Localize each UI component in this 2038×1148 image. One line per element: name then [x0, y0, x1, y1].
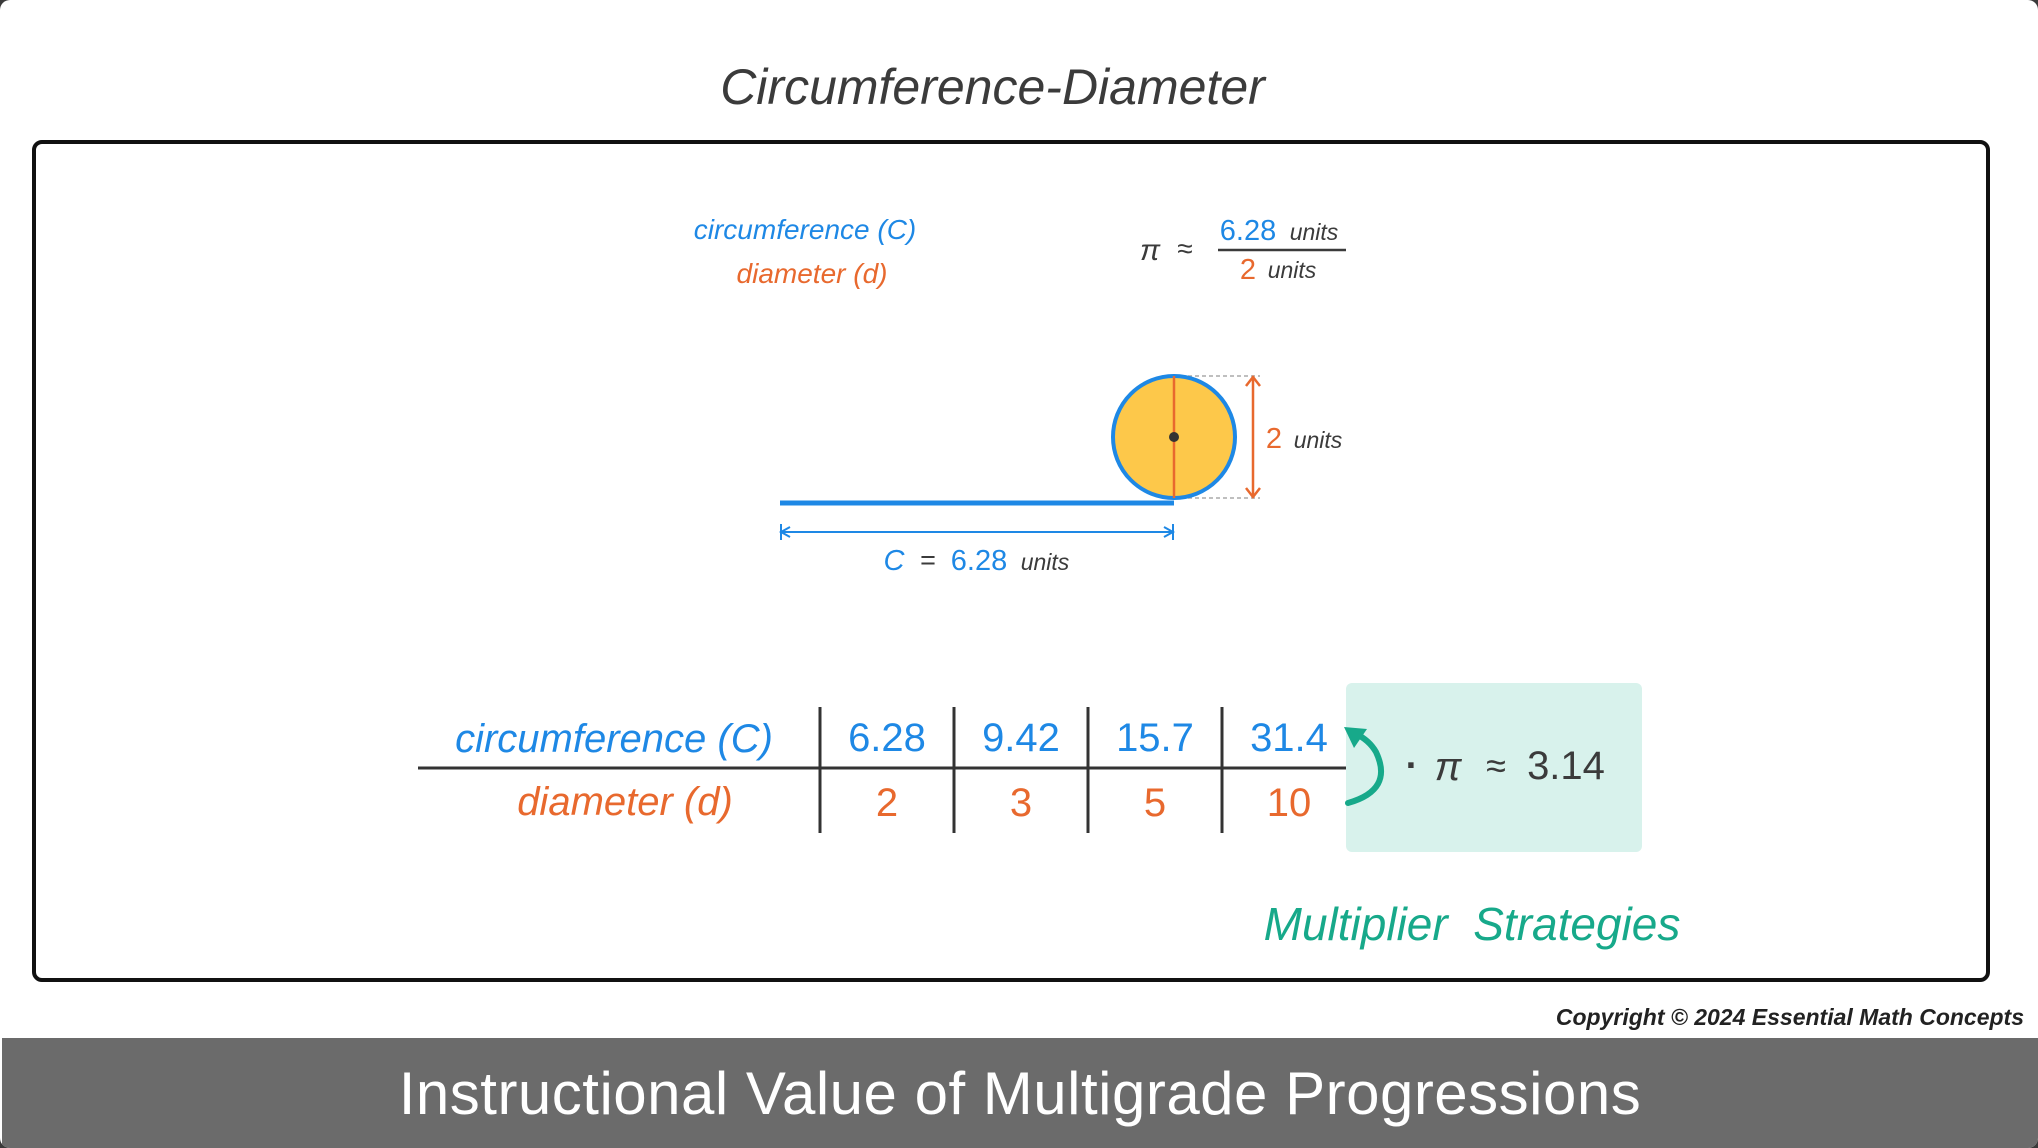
multiplier-dot: ·	[1406, 745, 1419, 787]
circumference-unit: units	[1021, 549, 1070, 575]
diagram-frame	[32, 140, 1990, 982]
multiplier-box	[1346, 683, 1642, 852]
legend-circumference: circumference (C)	[694, 214, 916, 245]
circumference-equals: =	[920, 545, 936, 575]
multiplier-approx: ≈	[1486, 745, 1506, 786]
multiplier-arrow	[1345, 731, 1384, 806]
table-row-label-diameter: diameter (d)	[517, 780, 733, 824]
circumference-arrowhead-right	[1163, 526, 1176, 538]
circle-center-dot	[1169, 432, 1179, 442]
slide-title: Circumference-Diameter	[720, 59, 1265, 115]
table-cell-circumference: 6.28	[848, 716, 926, 760]
table-cell-diameter: 3	[1010, 781, 1032, 825]
legend-diameter: diameter (d)	[737, 258, 888, 289]
table-row-label-circumference: circumference (C)	[455, 717, 773, 761]
multiplier-arrowhead	[1344, 727, 1367, 748]
table-cell-diameter: 10	[1267, 781, 1312, 825]
multiplier-value: 3.14	[1527, 744, 1605, 788]
pi-approx: ≈	[1177, 233, 1192, 264]
footer-banner-text: Instructional Value of Multigrade Progre…	[398, 1059, 1642, 1127]
copyright-notice: Copyright © 2024 Essential Math Concepts	[1555, 1004, 2024, 1030]
table-cell-diameter: 5	[1144, 781, 1166, 825]
ratio-numerator-value: 6.28	[1220, 215, 1276, 247]
table-cell-circumference: 31.4	[1250, 716, 1328, 760]
table-cell-circumference: 15.7	[1116, 716, 1194, 760]
diameter-dimension-value: 2	[1266, 423, 1282, 455]
ratio-numerator-unit: units	[1290, 219, 1339, 245]
footer-banner: Instructional Value of Multigrade Progre…	[2, 1038, 2038, 1148]
multiplier-pi-symbol: π	[1435, 745, 1463, 789]
circumference-arrowhead-left	[778, 526, 791, 538]
diameter-arrowhead-top	[1245, 374, 1261, 387]
circumference-value: 6.28	[951, 545, 1007, 577]
pi-symbol: π	[1140, 234, 1161, 267]
table-cell-circumference: 9.42	[982, 716, 1060, 760]
circumference-symbol: C	[884, 545, 906, 577]
ratio-denominator-value: 2	[1240, 254, 1256, 286]
strategy-label: Multiplier Strategies	[1264, 898, 1681, 950]
table-cell-diameter: 2	[876, 781, 898, 825]
diameter-dimension-unit: units	[1294, 427, 1343, 453]
diameter-arrowhead-bottom	[1245, 487, 1261, 500]
ratio-denominator-unit: units	[1268, 257, 1317, 283]
